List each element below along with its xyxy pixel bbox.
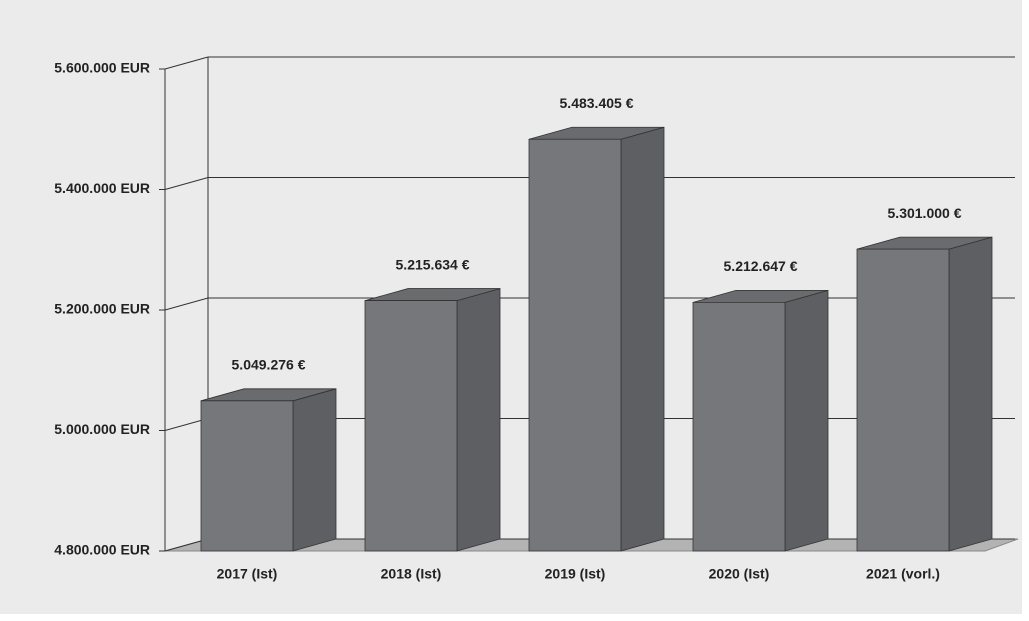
bar-front xyxy=(692,301,786,552)
grid-line xyxy=(164,297,209,311)
x-tick-label: 2018 (Ist) xyxy=(381,566,442,582)
grid-line xyxy=(164,56,209,70)
bar-side xyxy=(784,289,829,552)
bar-front xyxy=(528,138,622,552)
bar-side xyxy=(292,388,337,552)
y-tick-label: 5.400.000 EUR xyxy=(54,180,150,196)
data-label: 5.483.405 € xyxy=(560,95,634,111)
bar xyxy=(200,388,337,552)
bar xyxy=(364,288,501,552)
x-tick-label: 2020 (Ist) xyxy=(709,566,770,582)
bar xyxy=(856,236,993,552)
bar-side xyxy=(620,126,665,552)
y-tick-label: 4.800.000 EUR xyxy=(54,542,150,558)
bar-front xyxy=(856,248,950,552)
bar xyxy=(528,126,665,552)
bar-front xyxy=(200,400,294,552)
y-tick-label: 5.600.000 EUR xyxy=(54,60,150,76)
x-tick-label: 2021 (vorl.) xyxy=(866,566,940,582)
data-label: 5.301.000 € xyxy=(888,205,962,221)
bar-front xyxy=(364,300,458,552)
data-label: 5.215.634 € xyxy=(396,256,470,272)
bar xyxy=(692,289,829,552)
grid-line xyxy=(164,177,209,190)
x-tick-label: 2019 (Ist) xyxy=(545,566,606,582)
bar-side xyxy=(948,236,993,552)
data-label: 5.212.647 € xyxy=(724,258,798,274)
bar-side xyxy=(456,288,501,552)
y-tick-label: 5.000.000 EUR xyxy=(54,421,150,437)
x-tick-label: 2017 (Ist) xyxy=(217,566,278,582)
data-label: 5.049.276 € xyxy=(232,357,306,373)
y-tick-label: 5.200.000 EUR xyxy=(54,301,150,317)
